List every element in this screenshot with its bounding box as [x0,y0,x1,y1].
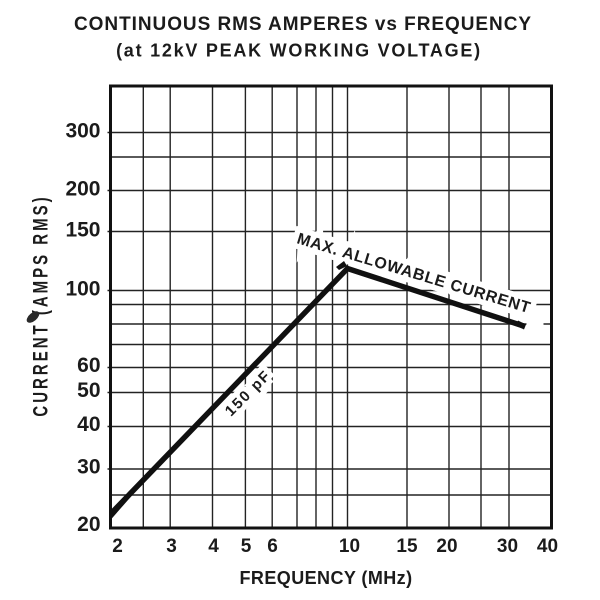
svg-text:60: 60 [77,354,100,377]
svg-text:FREQUENCY (MHz): FREQUENCY (MHz) [240,568,413,588]
svg-text:CONTINUOUS RMS AMPERES vs FREQ: CONTINUOUS RMS AMPERES vs FREQUENCY [74,14,532,35]
svg-text:200: 200 [65,178,100,201]
svg-text:150: 150 [65,219,100,242]
svg-text:2: 2 [112,536,123,557]
svg-text:3: 3 [166,536,177,557]
svg-text:100: 100 [65,278,100,301]
svg-text:40: 40 [537,536,558,557]
svg-text:15: 15 [396,536,418,557]
svg-text:300: 300 [65,120,100,143]
svg-text:30: 30 [497,536,518,557]
svg-text:4: 4 [208,536,219,557]
svg-text:20: 20 [77,513,100,536]
svg-text:50: 50 [77,379,100,402]
svg-text:(at 12kV PEAK WORKING VOLTAGE): (at 12kV PEAK WORKING VOLTAGE) [116,40,482,60]
svg-text:40: 40 [77,413,100,436]
svg-text:10: 10 [339,536,360,557]
svg-text:20: 20 [436,536,457,557]
svg-text:CURRENT (AMPS RMS): CURRENT (AMPS RMS) [28,194,52,416]
svg-text:5: 5 [241,536,252,557]
svg-text:6: 6 [267,536,278,557]
svg-text:30: 30 [77,456,100,479]
